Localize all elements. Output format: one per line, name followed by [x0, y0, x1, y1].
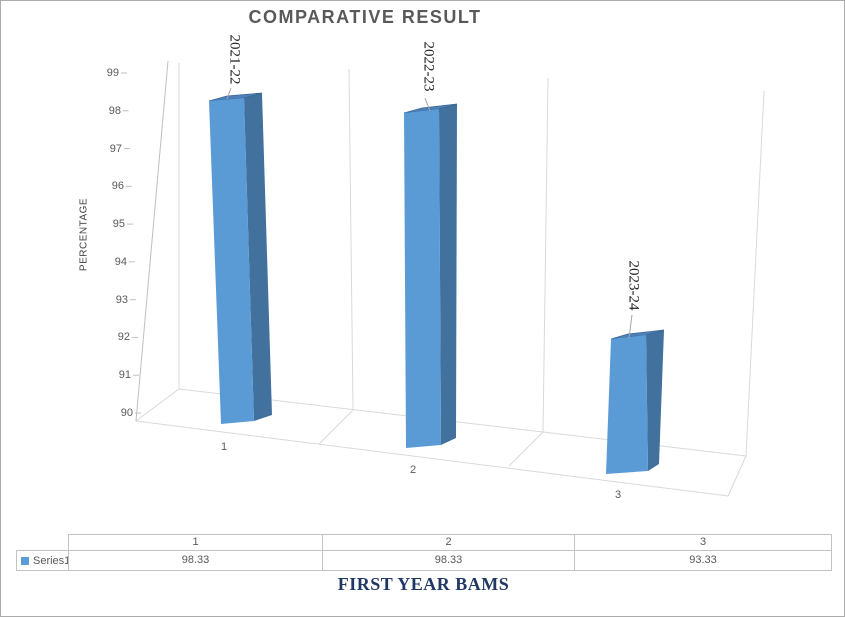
y-tick-label-95: 95	[112, 218, 125, 230]
x-category-label-1: 1	[220, 441, 228, 453]
chart-title: COMPARATIVE RESULT	[248, 7, 482, 27]
bar2-front-face	[404, 109, 441, 448]
bar-2021-22	[208, 92, 272, 424]
table-header-3: 3	[574, 534, 832, 551]
y-tick-label-97: 97	[109, 143, 122, 155]
category-gridline-2	[542, 77, 549, 433]
leader-line-1	[226, 87, 232, 100]
bar2-side-face	[439, 104, 457, 445]
y-tick-label-91: 91	[118, 369, 131, 381]
y-tick-label-92: 92	[117, 331, 130, 343]
y-axis-title: PERCENTAGE	[78, 197, 90, 272]
bar-callout-label-2023-24: 2023-24	[625, 260, 642, 311]
floor-separator-1	[318, 409, 354, 445]
category-gridline-1	[348, 68, 354, 411]
y-tick-label-94: 94	[114, 256, 127, 268]
leader-line-3	[628, 314, 633, 339]
table-value-3: 93.33	[574, 550, 832, 571]
left-wall-bottom-edge	[135, 388, 180, 422]
y-axis-line	[135, 60, 169, 422]
bar3-side-face	[646, 330, 664, 471]
table-header-1: 1	[68, 534, 323, 551]
y-tick-label-98: 98	[108, 105, 121, 117]
table-legend-cell: Series1	[16, 550, 71, 571]
y-axis	[121, 60, 169, 422]
leader-line-2	[424, 97, 431, 112]
bar1-top-face	[208, 92, 263, 102]
table-value-1: 98.33	[68, 550, 323, 571]
y-axis-ticks	[121, 72, 141, 414]
bar1-side-face	[244, 93, 272, 421]
y-tick-label-96: 96	[111, 180, 124, 192]
floor-front-edge	[135, 420, 729, 497]
floor-right-edge	[727, 455, 747, 497]
x-axis-title: FIRST YEAR BAMS	[337, 574, 510, 594]
x-category-label-2: 2	[409, 464, 417, 476]
y-tick-label-93: 93	[115, 294, 128, 306]
leader-lines	[226, 87, 633, 339]
x-category-label-3: 3	[614, 489, 622, 501]
bar1-front-face	[209, 98, 254, 424]
floor-separator-2	[508, 431, 544, 467]
bar-2022-23	[403, 103, 458, 448]
series1-legend-swatch	[21, 556, 29, 565]
bar-2023-24	[606, 329, 665, 474]
table-header-2: 2	[322, 534, 575, 551]
bar-callout-label-2022-23: 2022-23	[420, 41, 437, 92]
table-value-2: 98.33	[322, 550, 575, 571]
series1-legend-label: Series1	[33, 554, 71, 567]
plot-area	[121, 60, 765, 497]
bar-callout-label-2021-22: 2021-22	[226, 34, 243, 85]
data-table: 1 2 3 Series1 98.33 98.33 93.33	[16, 534, 832, 571]
bar3-front-face	[606, 335, 648, 474]
y-tick-label-99: 99	[106, 67, 119, 79]
y-tick-label-90: 90	[120, 407, 133, 419]
back-wall-right-edge	[745, 90, 765, 457]
